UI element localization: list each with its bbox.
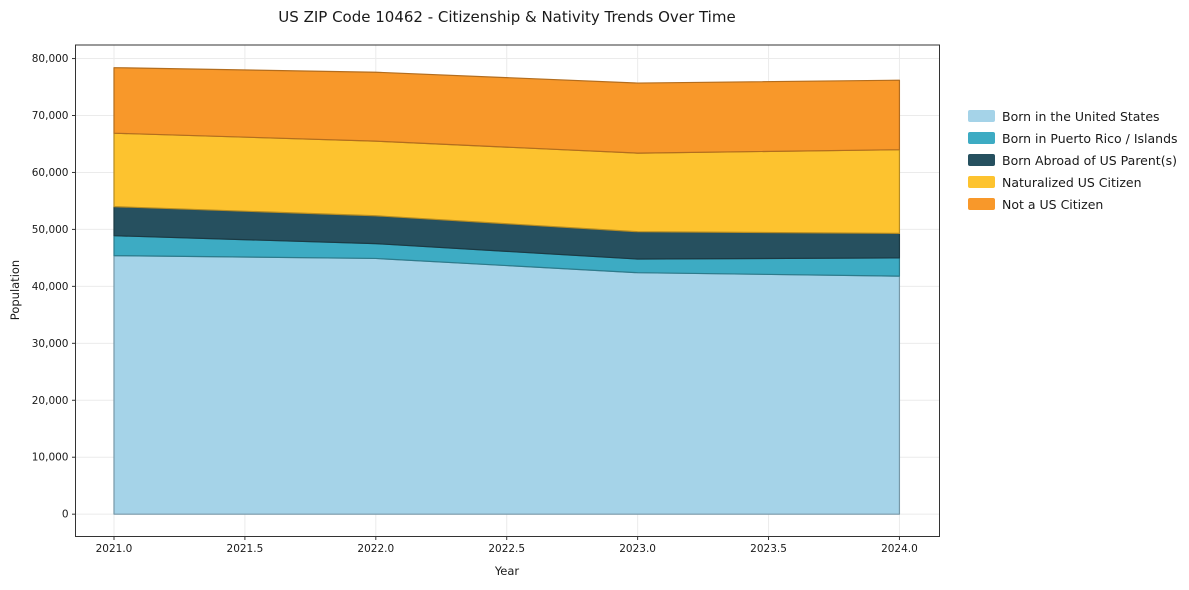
- chart-title: US ZIP Code 10462 - Citizenship & Nativi…: [278, 8, 736, 26]
- legend-item: Naturalized US Citizen: [968, 171, 1178, 193]
- legend-item: Not a US Citizen: [968, 193, 1178, 215]
- legend-swatch: [968, 154, 995, 166]
- legend-item: Born in Puerto Rico / Islands: [968, 127, 1178, 149]
- y-tick-label: 80,000: [32, 53, 69, 65]
- legend-label: Not a US Citizen: [1002, 196, 1104, 212]
- x-tick-label: 2023.5: [750, 543, 787, 555]
- legend-label: Naturalized US Citizen: [1002, 174, 1142, 190]
- y-tick-label: 50,000: [32, 224, 69, 236]
- x-axis-label: Year: [494, 564, 520, 578]
- legend-swatch: [968, 110, 995, 122]
- legend-swatch: [968, 198, 995, 210]
- area-band: [113, 67, 901, 154]
- y-tick-label: 60,000: [32, 167, 69, 179]
- legend-item: Born in the United States: [968, 105, 1178, 127]
- x-tick-label: 2021.0: [96, 543, 133, 555]
- y-tick-label: 20,000: [32, 395, 69, 407]
- y-tick-label: 70,000: [32, 110, 69, 122]
- y-tick-label: 40,000: [32, 281, 69, 293]
- area-band: [113, 255, 901, 515]
- legend-swatch: [968, 176, 995, 188]
- legend: Born in the United States Born in Puerto …: [968, 105, 1178, 215]
- x-tick-label: 2022.5: [488, 543, 525, 555]
- plot-border: [75, 44, 940, 537]
- legend-swatch: [968, 132, 995, 144]
- y-tick-label: 30,000: [32, 338, 69, 350]
- legend-label: Born in Puerto Rico / Islands: [1002, 130, 1178, 146]
- x-tick-label: 2023.0: [619, 543, 656, 555]
- y-tick-label: 0: [62, 509, 69, 521]
- y-tick-label: 10,000: [32, 452, 69, 464]
- legend-label: Born in the United States: [1002, 108, 1160, 124]
- legend-label: Born Abroad of US Parent(s): [1002, 152, 1177, 168]
- x-tick-label: 2022.0: [357, 543, 394, 555]
- legend-item: Born Abroad of US Parent(s): [968, 149, 1178, 171]
- x-tick-label: 2021.5: [227, 543, 264, 555]
- x-tick-label: 2024.0: [881, 543, 918, 555]
